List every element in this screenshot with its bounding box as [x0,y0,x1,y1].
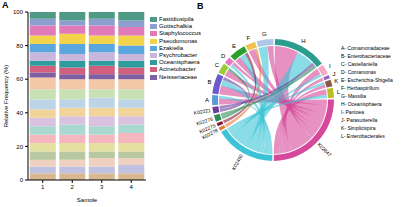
svg-text:K- Simplicispira: K- Simplicispira [341,125,376,131]
html-text:Fastidiosipila: Fastidiosipila [159,16,194,23]
html-text:A: A [2,0,9,10]
svg-text:2: 2 [71,184,75,190]
html-text:Staphylococcus: Staphylococcus [159,30,201,37]
svg-text:Relative Frequency (%): Relative Frequency (%) [8,65,9,128]
svg-text:40: 40 [16,110,23,116]
svg-text:K: K [334,78,338,84]
svg-text:B: B [207,79,211,85]
svg-text:L- Enterobacterales: L- Enterobacterales [341,133,385,139]
svg-text:E: E [232,43,236,49]
svg-text:D: D [221,53,226,59]
html-text:Psychrobacter: Psychrobacter [159,52,198,58]
svg-text:G: G [262,31,267,37]
svg-text:H: H [301,38,305,44]
html-text:Pseudomonas: Pseudomonas [159,37,198,44]
svg-text:3: 3 [100,184,104,190]
svg-text:I- Pantoea: I- Pantoea [341,109,364,115]
svg-text:K02450: K02450 [230,153,244,171]
svg-text:K02278: K02278 [200,126,219,141]
html-text:Neisseriaceae: Neisseriaceae [159,73,197,80]
svg-text:K02276: K02276 [195,115,213,126]
svg-text:K02647: K02647 [316,141,333,157]
svg-text:E- Escherichia-Shigella: E- Escherichia-Shigella [341,77,393,83]
svg-text:F- Herbaspirillum: F- Herbaspirillum [341,85,379,91]
svg-text:I: I [329,63,331,69]
svg-text:C: C [215,62,220,68]
svg-text:J: J [332,71,335,77]
svg-text:C- Castellaniella: C- Castellaniella [341,61,378,67]
svg-text:20: 20 [16,144,23,150]
html-text:Gottschalkia: Gottschalkia [159,23,192,30]
svg-text:D- Comamonas: D- Comamonas [341,69,377,75]
svg-text:80: 80 [16,43,23,49]
svg-text:60: 60 [16,76,23,82]
html-text:Acinetobacter: Acinetobacter [159,66,196,73]
svg-text:4: 4 [130,184,134,190]
svg-text:L: L [336,88,341,95]
svg-text:H- Oceanisphaera: H- Oceanisphaera [341,101,382,107]
svg-text:Sample: Sample [77,197,98,202]
svg-text:B- Enterobacteriaceae: B- Enterobacteriaceae [341,53,391,59]
svg-text:G- Massilia: G- Massilia [341,93,366,99]
svg-text:K02221: K02221 [193,107,211,116]
svg-text:1: 1 [41,184,45,190]
svg-text:A: A [205,97,209,103]
html-text:Ezakiella: Ezakiella [159,44,183,51]
html-text:Oceanisphaera: Oceanisphaera [159,59,200,66]
svg-text:J- Parasutterella: J- Parasutterella [341,117,378,123]
svg-text:K02275: K02275 [198,122,217,135]
svg-text:0: 0 [20,177,24,183]
svg-text:A- Comamonadaceae: A- Comamonadaceae [341,45,390,51]
svg-text:B: B [197,1,204,11]
svg-text:100: 100 [13,9,24,15]
svg-text:F: F [247,35,251,41]
